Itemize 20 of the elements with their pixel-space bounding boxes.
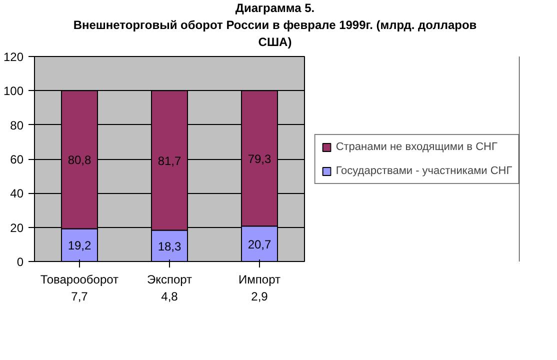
data-label: 19,2 [68,239,92,254]
data-label: 20,7 [248,238,272,252]
y-tick-label: 60 [10,152,24,167]
data-label: 18,3 [158,240,182,254]
data-label: 79,3 [248,152,272,166]
data-label: 81,7 [158,154,182,168]
x-tick-label: Экспорт 4,8 [146,272,193,304]
y-tick-label: 20 [10,221,24,236]
y-tick-label: 120 [3,50,24,64]
x-tick-label: Товарооборот 7,7 [40,272,120,304]
chart-subtitle: Внешнеторговый оборот России в феврале 1999г. (млрд. долларов США) [72,17,478,52]
y-tick-label: 100 [3,84,24,99]
legend-label: Странами не входящими в СНГ [336,140,498,153]
x-tick-label: Импорт 2,9 [238,272,281,304]
legend-label: Государствами - участниками СНГ [336,164,512,177]
y-tick-label: 0 [16,255,24,270]
data-label: 80,8 [68,154,92,168]
chart-title: Диаграмма 5. [235,0,315,17]
y-tick-label: 40 [10,187,24,202]
y-tick-label: 80 [10,118,24,133]
